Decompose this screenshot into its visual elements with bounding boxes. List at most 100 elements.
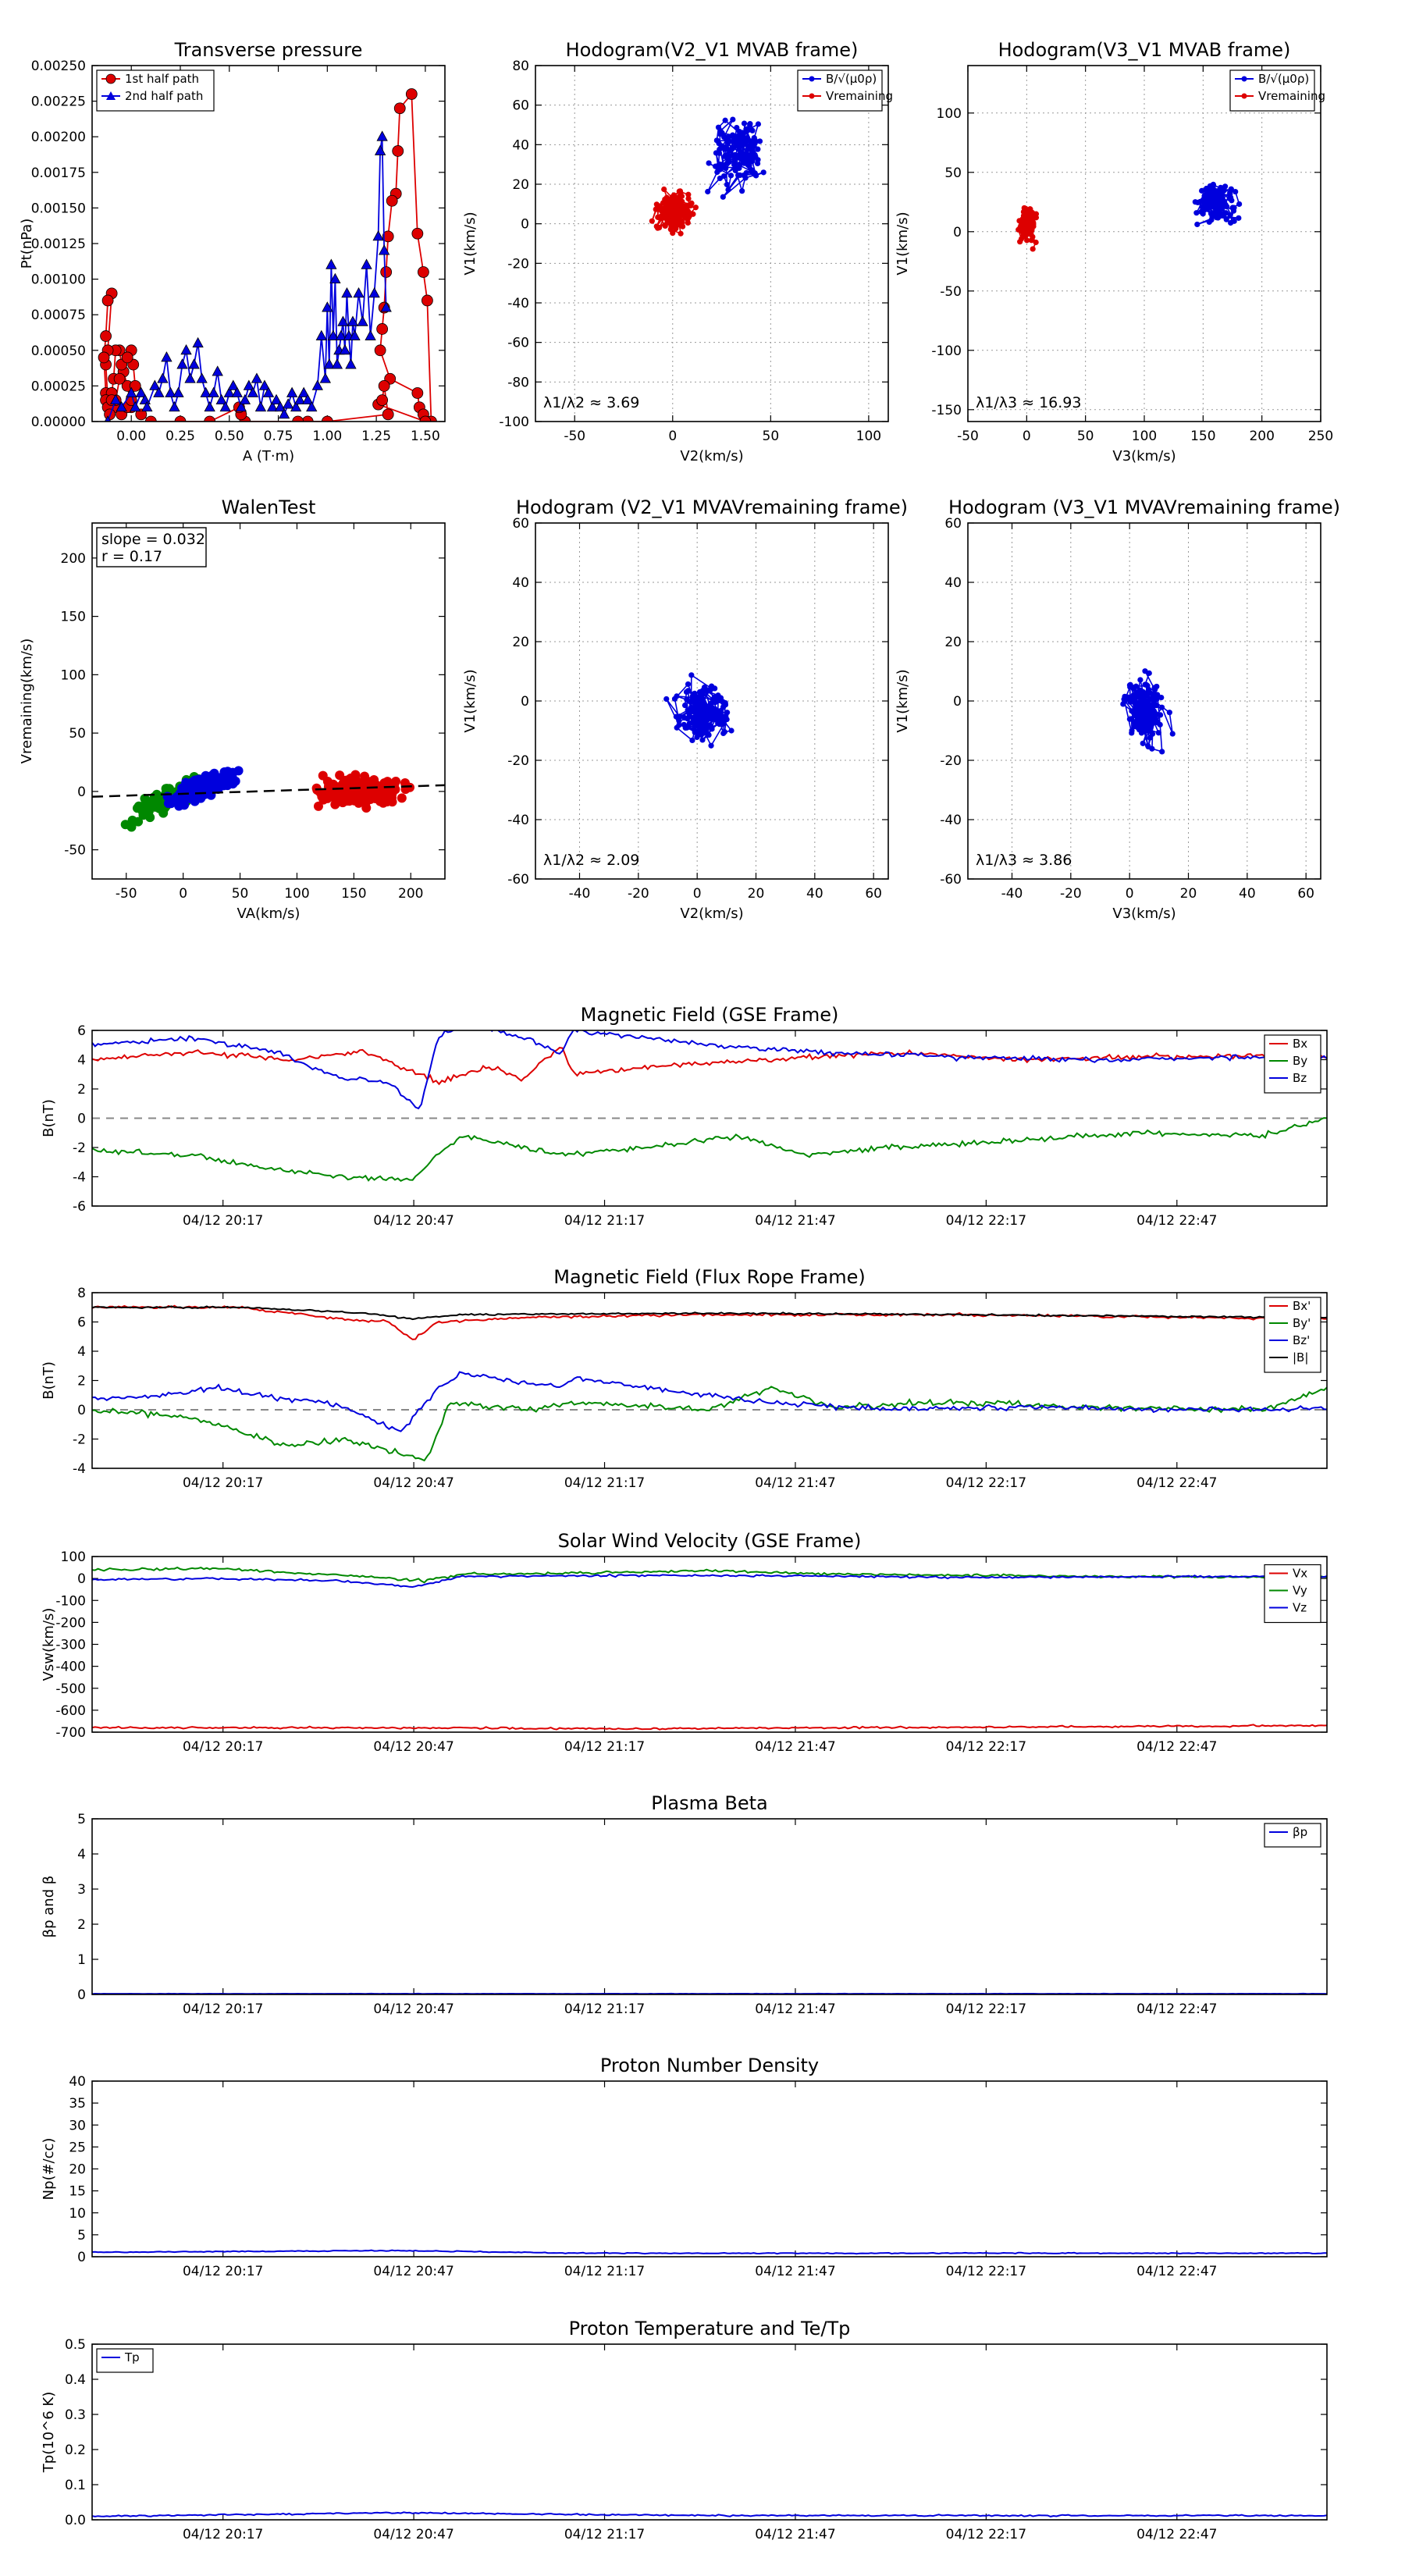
data-point	[378, 379, 390, 392]
y-tick-label: -60	[507, 872, 529, 888]
data-point	[658, 208, 664, 214]
y-tick-label: 60	[512, 98, 529, 114]
data-point	[703, 688, 710, 694]
data-point	[223, 776, 233, 786]
axes-frame	[535, 65, 889, 422]
data-point	[679, 223, 686, 229]
y-tick-label: -6	[73, 1199, 86, 1215]
data-point	[382, 408, 394, 421]
y-tick-label: -200	[55, 1615, 86, 1631]
data-point	[1158, 694, 1165, 701]
data-point	[685, 191, 692, 197]
data-point	[126, 386, 137, 397]
y-axis-label: B(nT)	[41, 1099, 57, 1137]
y-tick-label: -100	[931, 343, 962, 359]
y-tick-label: 0.00100	[31, 272, 86, 288]
data-point	[1019, 217, 1025, 223]
x-tick-label: 1.50	[411, 429, 440, 444]
y-axis-label: V1(km/s)	[895, 669, 911, 732]
data-point	[262, 386, 275, 397]
data-point	[376, 323, 389, 335]
data-point	[374, 344, 386, 357]
y-axis-label: V1(km/s)	[462, 669, 478, 732]
axes-frame	[91, 1292, 1328, 1469]
data-point	[306, 400, 318, 412]
data-point	[712, 706, 718, 712]
data-point	[1166, 710, 1172, 716]
data-point	[742, 175, 749, 181]
data-point	[335, 329, 347, 340]
x-tick-label: 100	[856, 429, 881, 444]
data-point	[153, 386, 165, 397]
data-point	[672, 197, 678, 204]
data-point	[235, 400, 247, 412]
y-tick-label: 0	[77, 1112, 86, 1127]
data-point	[322, 793, 333, 803]
data-point	[1033, 239, 1039, 246]
legend-label: Vy	[1293, 1584, 1307, 1598]
data-point	[213, 782, 223, 792]
data-point	[749, 127, 756, 133]
data-point	[378, 244, 390, 255]
series-line-vsw-2	[92, 1573, 1327, 1589]
data-point	[411, 387, 424, 399]
data-point	[1136, 687, 1143, 693]
data-point	[699, 721, 706, 728]
data-point	[721, 153, 728, 159]
y-tick-label: 60	[512, 516, 529, 532]
x-tick-label: 60	[865, 886, 882, 902]
y-tick-label: 0.0	[65, 2513, 86, 2528]
data-point	[165, 784, 175, 794]
x-tick-label: 0	[179, 886, 187, 902]
y-tick-label: 100	[61, 667, 86, 683]
panel-tp2: 04/12 20:17 04/12 20:47 04/12 21:17 04/12 2…	[41, 2318, 1328, 2542]
data-point	[1151, 703, 1157, 710]
data-point	[400, 778, 410, 788]
data-point	[180, 343, 192, 355]
y-tick-label: 35	[69, 2096, 86, 2112]
x-tick-label: -20	[1060, 886, 1082, 902]
data-point	[121, 351, 133, 364]
data-point	[266, 400, 279, 412]
data-point	[135, 386, 147, 397]
eigen-ratio-annotation: λ1/λ3 ≈ 16.93	[976, 394, 1081, 411]
data-point	[341, 287, 353, 298]
data-point	[692, 205, 699, 211]
data-point	[1134, 724, 1140, 731]
panel-np: 04/12 20:17 04/12 20:47 04/12 21:17 04/12 2…	[41, 2055, 1328, 2279]
data-point	[157, 372, 169, 383]
data-point	[1027, 206, 1033, 212]
y-tick-label: 3	[77, 1882, 86, 1898]
data-point	[737, 172, 743, 179]
data-point	[212, 365, 223, 376]
series-line-bfr-3	[92, 1305, 1327, 1321]
data-point	[337, 315, 349, 326]
data-point	[116, 400, 127, 412]
x-tick-label: 60	[1297, 886, 1314, 902]
x-tick-label: -40	[1001, 886, 1023, 902]
data-point	[708, 742, 714, 749]
data-point	[243, 379, 255, 390]
data-point	[208, 386, 219, 397]
data-point	[1136, 704, 1143, 711]
data-point	[1155, 730, 1161, 736]
y-tick-label: -700	[55, 1725, 86, 1741]
data-point	[327, 329, 340, 340]
data-point	[101, 294, 114, 307]
panel-walen: -50 0 50 100 150 200 -50 0 50 100 150 200 WalenTest V…	[19, 496, 446, 922]
x-tick-label: 04/12 22:17	[946, 2001, 1026, 2017]
data-point	[397, 793, 407, 803]
data-point	[322, 301, 333, 312]
data-point	[392, 145, 404, 157]
data-point	[675, 216, 681, 222]
data-point	[681, 721, 687, 728]
x-tick-label: 04/12 22:17	[946, 2264, 1026, 2279]
data-point	[695, 706, 701, 713]
data-point	[684, 696, 690, 703]
data-point	[205, 782, 215, 792]
y-tick-label: -20	[507, 256, 529, 272]
series-line-bgse-2	[92, 1030, 1327, 1110]
y-tick-label: 0	[77, 1571, 86, 1587]
data-point	[233, 766, 244, 776]
data-point	[290, 400, 302, 412]
